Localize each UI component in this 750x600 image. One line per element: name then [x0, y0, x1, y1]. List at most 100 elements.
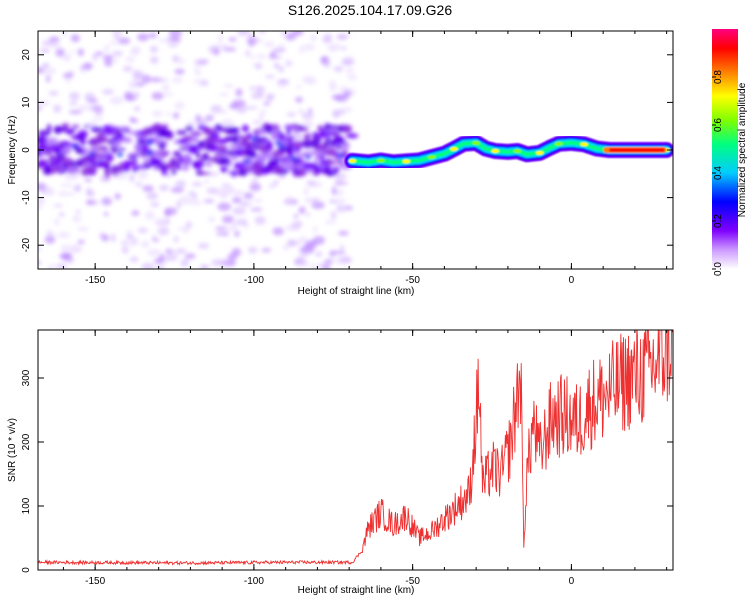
- noise-blob: [95, 51, 104, 56]
- noise-blob: [157, 226, 170, 236]
- noise-blob: [293, 214, 298, 219]
- noise-blob: [214, 144, 228, 151]
- noise-blob: [237, 31, 250, 37]
- noise-blob: [231, 220, 238, 229]
- noise-blob: [287, 61, 293, 66]
- noise-blob: [128, 80, 137, 89]
- noise-blob: [114, 193, 122, 200]
- noise-blob: [345, 67, 355, 74]
- noise-blob: [286, 112, 296, 117]
- noise-blob: [298, 253, 308, 258]
- noise-blob: [101, 197, 112, 206]
- noise-hotspot: [146, 140, 153, 145]
- noise-blob: [256, 152, 268, 161]
- noise-blob: [42, 166, 52, 176]
- noise-blob: [345, 133, 359, 139]
- noise-blob: [231, 169, 237, 178]
- noise-blob: [272, 48, 286, 52]
- noise-blob: [338, 33, 353, 38]
- noise-blob: [171, 169, 176, 175]
- ridge-peak: [376, 158, 385, 163]
- noise-blob: [70, 34, 80, 43]
- noise-blob: [75, 159, 83, 164]
- noise-blob: [333, 166, 340, 174]
- spectrogram-x-tick-label: -150: [85, 275, 105, 286]
- noise-blob: [111, 31, 124, 36]
- noise-blob: [336, 204, 346, 213]
- noise-blob: [320, 155, 325, 162]
- noise-blob: [137, 33, 149, 42]
- noise-blob: [227, 253, 238, 261]
- noise-blob: [303, 43, 315, 51]
- noise-blob: [49, 36, 60, 43]
- noise-blob: [154, 218, 166, 222]
- noise-blob: [38, 198, 45, 204]
- ridge-peak: [472, 140, 481, 145]
- noise-blob: [133, 106, 141, 112]
- noise-blob: [232, 207, 246, 215]
- noise-blob: [153, 165, 159, 171]
- noise-blob: [132, 164, 142, 169]
- noise-blob: [154, 221, 168, 226]
- noise-blob: [101, 89, 115, 95]
- noise-blob: [335, 145, 343, 150]
- noise-blob: [212, 131, 220, 141]
- noise-blob: [342, 56, 355, 65]
- noise-blob: [60, 244, 70, 253]
- noise-blob: [303, 187, 309, 196]
- noise-blob: [199, 265, 210, 269]
- noise-blob: [273, 157, 280, 166]
- noise-blob: [311, 263, 317, 269]
- noise-blob: [104, 44, 110, 54]
- noise-blob: [161, 92, 174, 97]
- noise-blob: [181, 165, 190, 171]
- noise-blob: [39, 136, 48, 143]
- noise-blob: [173, 236, 179, 243]
- noise-blob: [299, 45, 305, 54]
- spectrogram-y-label: Frequency (Hz): [7, 116, 18, 185]
- spectrogram-y-tick-label: 0: [21, 147, 32, 153]
- noise-blob: [39, 159, 44, 166]
- colorbar-tick-label: 0.8: [713, 70, 724, 84]
- snr-frame: [37, 329, 674, 571]
- noise-blob: [201, 152, 210, 162]
- noise-blob: [38, 99, 51, 107]
- noise-blob: [120, 240, 129, 245]
- noise-blob: [149, 45, 158, 53]
- noise-blob: [75, 163, 83, 167]
- noise-blob: [234, 189, 244, 197]
- noise-blob: [310, 34, 317, 42]
- noise-blob: [54, 165, 62, 173]
- noise-blob: [285, 32, 297, 41]
- noise-blob: [249, 183, 262, 192]
- noise-blob: [208, 172, 219, 176]
- noise-blob: [72, 186, 82, 191]
- noise-blob: [38, 143, 48, 150]
- noise-blob: [68, 101, 78, 106]
- noise-blob: [92, 52, 99, 61]
- noise-blob: [270, 132, 279, 141]
- noise-blob: [241, 124, 249, 133]
- noise-blob: [77, 104, 91, 111]
- noise-blob: [114, 172, 128, 180]
- spectrogram-y-tick-label: 20: [21, 49, 32, 61]
- noise-blob: [263, 101, 271, 106]
- noise-blob: [324, 259, 334, 265]
- noise-blob: [243, 192, 254, 200]
- spectrogram-x-tick-label: -100: [244, 275, 264, 286]
- colorbar-tick-label: 0.4: [713, 166, 724, 180]
- noise-blob: [124, 91, 134, 100]
- noise-blob: [225, 187, 236, 195]
- noise-blob: [250, 207, 263, 212]
- noise-blob: [129, 256, 139, 263]
- noise-blob: [105, 153, 114, 162]
- noise-blob: [334, 136, 344, 140]
- noise-blob: [135, 181, 142, 187]
- noise-blob: [140, 240, 150, 248]
- noise-blob: [251, 92, 264, 100]
- snr-y-tick-label: 100: [21, 497, 32, 514]
- noise-blob: [306, 180, 316, 187]
- noise-blob: [57, 263, 67, 269]
- noise-blob: [191, 181, 203, 187]
- noise-blob: [86, 187, 92, 195]
